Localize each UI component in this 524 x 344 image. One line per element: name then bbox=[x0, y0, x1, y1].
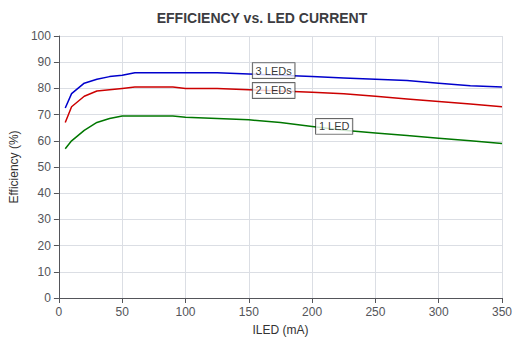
svg-text:300: 300 bbox=[429, 305, 449, 319]
svg-text:20: 20 bbox=[38, 239, 52, 253]
svg-text:2 LEDs: 2 LEDs bbox=[256, 84, 293, 96]
svg-text:250: 250 bbox=[365, 305, 385, 319]
svg-text:30: 30 bbox=[38, 212, 52, 226]
svg-text:10: 10 bbox=[38, 265, 52, 279]
svg-text:90: 90 bbox=[38, 55, 52, 69]
svg-text:80: 80 bbox=[38, 81, 52, 95]
svg-text:50: 50 bbox=[116, 305, 130, 319]
svg-text:60: 60 bbox=[38, 134, 52, 148]
svg-text:40: 40 bbox=[38, 186, 52, 200]
svg-text:Efficiency (%): Efficiency (%) bbox=[7, 130, 21, 203]
svg-text:150: 150 bbox=[239, 305, 259, 319]
svg-text:350: 350 bbox=[492, 305, 512, 319]
svg-text:0: 0 bbox=[56, 305, 63, 319]
svg-text:50: 50 bbox=[38, 160, 52, 174]
svg-text:200: 200 bbox=[302, 305, 322, 319]
svg-text:ILED (mA): ILED (mA) bbox=[252, 323, 308, 337]
svg-text:EFFICIENCY vs. LED CURRENT: EFFICIENCY vs. LED CURRENT bbox=[157, 10, 368, 26]
svg-text:70: 70 bbox=[38, 108, 52, 122]
svg-text:100: 100 bbox=[31, 29, 51, 43]
svg-text:3 LEDs: 3 LEDs bbox=[256, 65, 293, 77]
svg-text:1 LED: 1 LED bbox=[319, 120, 350, 132]
svg-text:100: 100 bbox=[175, 305, 195, 319]
svg-text:0: 0 bbox=[44, 291, 51, 305]
